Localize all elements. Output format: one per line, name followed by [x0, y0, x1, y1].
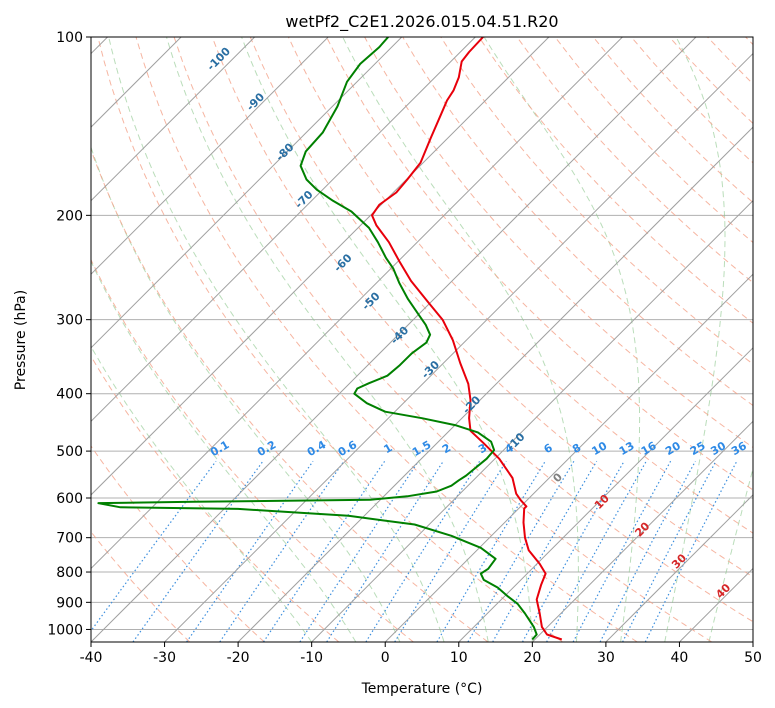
- isotherm-line: [91, 37, 697, 642]
- dry-adiabat-line: [173, 37, 713, 642]
- y-axis-label: Pressure (hPa): [13, 290, 29, 390]
- x-tick-label: 0: [381, 650, 390, 666]
- plot-frame: [90, 36, 754, 643]
- mixing-ratio-line: [365, 460, 481, 642]
- chart-title: wetPf2_C2E1.2026.015.04.51.R20: [285, 12, 558, 32]
- moist-adiabat-line: [108, 37, 445, 642]
- x-axis-label: Temperature (°C): [361, 681, 483, 697]
- y-tick-label: 200: [56, 208, 83, 224]
- y-tick-label: 500: [56, 444, 83, 460]
- isotherm-line: [91, 37, 256, 202]
- sounding-series: [97, 37, 563, 641]
- y-tick-label: 1000: [47, 622, 83, 638]
- y-tick-label: 600: [56, 491, 83, 507]
- dry-adiabat-line: [287, 37, 753, 534]
- mixing-ratio-line: [644, 460, 738, 642]
- y-tick-label: 900: [56, 595, 83, 611]
- y-tick-label: 400: [56, 387, 83, 403]
- mixing-ratio-line: [299, 460, 419, 642]
- dry-adiabat-line: [135, 37, 638, 642]
- mixing-ratio-line: [394, 460, 507, 642]
- x-tick-label: 40: [671, 650, 689, 666]
- moist-adiabat-line: [342, 37, 579, 642]
- isotherm-line: [237, 126, 753, 642]
- isotherm-line: [164, 52, 753, 642]
- x-tick-label: -40: [80, 650, 103, 666]
- dry-adiabat-line: [97, 37, 563, 642]
- x-tick-label: 30: [597, 650, 615, 666]
- y-tick-label: 700: [56, 531, 83, 547]
- x-tick-label: -20: [227, 650, 250, 666]
- isotherm-line: [91, 37, 550, 496]
- dry-adiabat-line: [211, 37, 753, 623]
- mixing-ratio-line: [521, 460, 625, 642]
- mixing-ratio-line: [599, 460, 696, 642]
- isotherm-line: [311, 199, 753, 642]
- dry-adiabats: [91, 37, 753, 642]
- isotherm-line: [91, 37, 476, 423]
- moist-adiabat-line: [483, 37, 641, 642]
- dry-adiabat-line: [91, 445, 265, 642]
- isotherm-line: [91, 37, 329, 275]
- dry-adiabat-line: [326, 37, 753, 491]
- isotherm-line: [91, 37, 403, 349]
- mixing-ratio-line: [91, 460, 217, 632]
- x-tick-label: -10: [300, 650, 323, 666]
- mixing-ratio-line: [572, 460, 672, 642]
- mixing-ratio-line: [546, 460, 647, 642]
- isotherms: [91, 37, 753, 642]
- dry-adiabat-line: [91, 355, 340, 642]
- moist-adiabat-line: [91, 260, 357, 642]
- isotherm-line: [531, 420, 753, 642]
- x-tick-label: 10: [450, 650, 468, 666]
- isotherm-line: [605, 494, 753, 642]
- x-tick-label: 50: [744, 650, 762, 666]
- isotherm-line: [384, 273, 753, 642]
- dewpoint-line: [97, 37, 538, 641]
- x-tick-label: 20: [523, 650, 541, 666]
- isotherm-line: [458, 347, 753, 642]
- mixing-ratio-line: [326, 460, 444, 642]
- plot-area: [91, 37, 753, 642]
- y-tick-label: 300: [56, 313, 83, 329]
- moist-adiabat-line: [664, 37, 726, 642]
- mixing-ratio-line: [262, 460, 386, 642]
- moist-adiabat-line: [708, 466, 753, 642]
- temperature-line: [371, 37, 563, 641]
- isotherm-line: [91, 37, 623, 570]
- axis-ticks: -40 -30 -20 -10 0 10 20 30 40 50 100 200 300 400 500 60…: [47, 30, 762, 666]
- x-tick-label: -30: [153, 650, 176, 666]
- dry-adiabat-line: [249, 37, 753, 578]
- y-tick-label: 100: [56, 30, 83, 46]
- mixing-ratio-line: [622, 460, 717, 642]
- dry-adiabat-line: [91, 258, 414, 642]
- moist-adiabat-line: [241, 37, 533, 642]
- y-tick-label: 800: [56, 565, 83, 581]
